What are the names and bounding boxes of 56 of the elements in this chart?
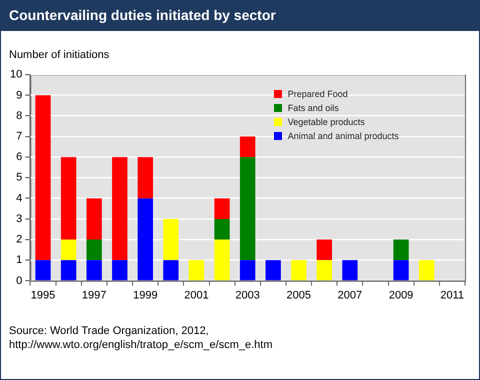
y-axis-title: Number of initiations <box>9 49 110 61</box>
y-tick-label: 2 <box>16 234 22 246</box>
legend-label: Fats and oils <box>288 102 339 113</box>
y-tick-label: 9 <box>16 89 22 102</box>
bar <box>112 260 128 280</box>
bar <box>35 95 51 260</box>
x-tick-label: 2009 <box>388 289 414 302</box>
bar <box>214 240 230 280</box>
legend-label: Vegetable products <box>288 116 365 127</box>
bar <box>35 260 51 280</box>
y-tick-label: 7 <box>16 130 22 142</box>
x-tick-label: 1997 <box>82 289 106 302</box>
bar <box>163 218 179 260</box>
bar <box>342 260 358 280</box>
y-tick-label: 8 <box>16 110 22 122</box>
y-tick-label: 6 <box>16 151 22 164</box>
bar <box>112 157 128 260</box>
legend-label: Prepared Food <box>288 88 348 99</box>
x-tick-label: 2003 <box>235 289 260 302</box>
bar <box>60 240 76 260</box>
bar <box>188 260 204 280</box>
x-tick-label: 1999 <box>133 289 158 302</box>
y-tick-label: 10 <box>10 68 22 81</box>
bar <box>316 260 332 280</box>
bar <box>240 136 256 158</box>
bar <box>240 157 256 260</box>
y-tick-label: 5 <box>16 172 22 184</box>
y-tick-label: 1 <box>16 254 22 266</box>
bar <box>266 260 281 280</box>
bar <box>316 240 332 260</box>
bar <box>60 157 76 240</box>
x-tick-label: 2011 <box>440 289 464 302</box>
y-tick-label: 0 <box>16 274 22 287</box>
bar <box>214 218 230 240</box>
source-note: Source: World Trade Organization, 2012, http://www.wto.org/english/tratop_e/scm_e/scm_e.htm <box>9 324 273 352</box>
bar <box>214 198 230 219</box>
bar <box>86 198 102 240</box>
bar <box>393 260 409 280</box>
bar <box>393 240 409 260</box>
bar <box>138 198 153 280</box>
bar <box>163 260 179 280</box>
x-tick-label: 2005 <box>286 289 312 302</box>
x-tick-label: 2001 <box>184 289 209 302</box>
bar <box>291 260 306 280</box>
bar <box>60 260 76 280</box>
x-tick-label: 2007 <box>338 289 362 302</box>
y-tick-label: 4 <box>16 192 22 204</box>
bar <box>418 260 434 280</box>
legend-label: Animal and animal products <box>288 130 399 141</box>
x-tick-label: 1995 <box>30 289 56 302</box>
chart-title: Countervailing duties initiated by sector <box>1 1 479 31</box>
bar <box>240 260 256 280</box>
bar <box>86 260 102 280</box>
bar <box>138 157 153 198</box>
y-tick-label: 3 <box>16 212 22 225</box>
bar <box>86 240 102 260</box>
